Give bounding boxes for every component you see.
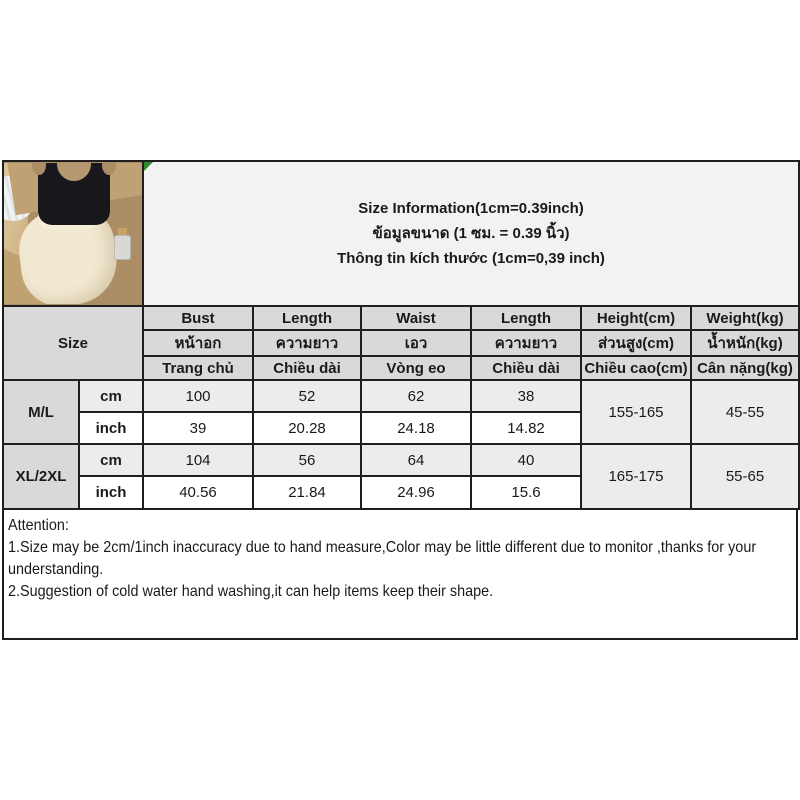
size-table: Size Information(1cm=0.39inch) ข้อมูลขนา… [2,160,800,510]
cell-ml-length1-inch: 20.28 [252,411,362,445]
col-header-length2-th: ความยาว [470,329,582,357]
title-english: Size Information(1cm=0.39inch) [358,200,584,217]
attention-title: Attention: [8,517,69,534]
unit-cm: cm [78,379,144,413]
product-photo [5,163,141,304]
col-header-weight-vi: Cân nặng(kg) [689,355,800,381]
cell-xl-waist-inch: 24.96 [360,475,472,510]
cell-xl-length2-inch: 15.6 [470,475,582,510]
col-header-length1-en: Length [252,305,362,331]
photo-tank-armhole [102,163,116,175]
row-label-ml: M/L [2,379,80,445]
col-header-length2-en: Length [470,305,582,331]
cell-xl-bust-cm: 104 [142,443,254,477]
col-header-height-th: ส่วนสูง(cm) [580,329,692,357]
col-header-bust-th: หน้าอก [142,329,254,357]
excel-error-corner-icon [145,163,153,171]
col-header-waist-en: Waist [360,305,472,331]
col-header-height-en: Height(cm) [580,305,692,331]
col-header-weight-en: Weight(kg) [689,305,800,331]
col-header-length1-th: ความยาว [252,329,362,357]
cell-xl-height: 165-175 [580,443,692,510]
col-header-length2-vi: Chiều dài [470,355,582,381]
cell-ml-weight: 45-55 [689,379,800,445]
unit-inch: inch [78,411,144,445]
size-chart: Size Information(1cm=0.39inch) ข้อมูลขนา… [2,160,800,640]
title-thai: ข้อมูลขนาด (1 ซม. = 0.39 นิ้ว) [372,225,570,242]
cell-xl-weight: 55-65 [689,443,800,510]
cell-xl-length2-cm: 40 [470,443,582,477]
unit-inch: inch [78,475,144,510]
row-label-xl2xl: XL/2XL [2,443,80,510]
col-header-waist-vi: Vòng eo [360,355,472,381]
title-vietnamese: Thông tin kích thước (1cm=0,39 inch) [337,250,605,267]
photo-perfume-bottle [114,235,131,260]
attention-line-1: 1.Size may be 2cm/1inch inaccuracy due t… [8,539,757,556]
cell-ml-length1-cm: 52 [252,379,362,413]
cell-xl-length1-cm: 56 [252,443,362,477]
cell-ml-length2-cm: 38 [470,379,582,413]
cell-ml-length2-inch: 14.82 [470,411,582,445]
attention-line-2: 2.Suggestion of cold water hand washing,… [8,583,494,600]
size-header: Size [2,305,144,381]
title-cell: Size Information(1cm=0.39inch) ข้อมูลขนา… [141,160,800,307]
col-header-waist-th: เอว [360,329,472,357]
photo-bottle-cap [118,228,127,236]
unit-cm: cm [78,443,144,477]
col-header-weight-th: น้ำหนัก(kg) [689,329,800,357]
attention-line-1-cont: understanding. [8,561,104,578]
cell-ml-waist-cm: 62 [360,379,472,413]
cell-xl-length1-inch: 21.84 [252,475,362,510]
col-header-bust-en: Bust [142,305,254,331]
cell-ml-height: 155-165 [580,379,692,445]
product-photo-cell [2,160,144,307]
cell-ml-waist-inch: 24.18 [360,411,472,445]
photo-tank-armhole [32,163,46,175]
cell-ml-bust-cm: 100 [142,379,254,413]
attention-note: Attention: 1.Size may be 2cm/1inch inacc… [2,510,798,640]
col-header-length1-vi: Chiều dài [252,355,362,381]
cell-xl-bust-inch: 40.56 [142,475,254,510]
col-header-height-vi: Chiều cao(cm) [580,355,692,381]
col-header-bust-vi: Trang chủ [142,355,254,381]
cell-xl-waist-cm: 64 [360,443,472,477]
photo-black-tank-top [32,163,116,225]
cell-ml-bust-inch: 39 [142,411,254,445]
photo-tank-neckline [57,163,91,181]
